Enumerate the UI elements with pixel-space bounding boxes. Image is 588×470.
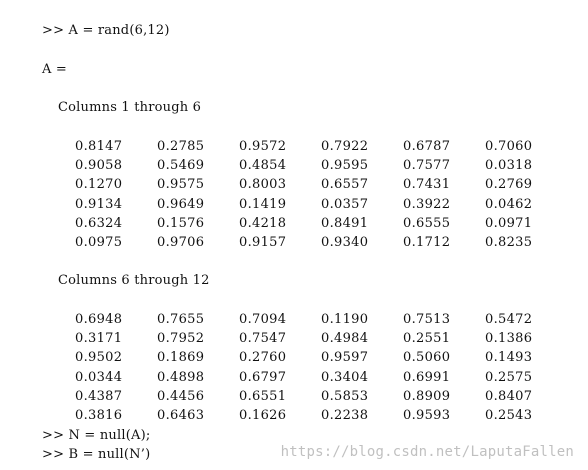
matrix-row: 0.3816 0.6463 0.1626 0.2238 0.9593 0.254…	[0, 408, 588, 427]
matrix-cell: 0.6991	[403, 369, 451, 385]
matrix-cell: 0.7513	[403, 312, 451, 327]
matrix-cell: 0.9157	[239, 235, 287, 250]
matrix-cell: 0.1626	[239, 408, 287, 423]
matrix-cell: 0.9597	[321, 350, 369, 366]
matrix-cell: 0.3404	[321, 369, 369, 385]
matrix-cell: 0.4984	[321, 331, 369, 347]
matrix-cell: 0.2760	[239, 350, 287, 366]
matrix-cell: 0.5469	[157, 158, 205, 174]
matrix-cell: 0.1419	[239, 196, 287, 212]
matrix-cell: 0.0971	[485, 215, 533, 231]
matrix-row: 0.9502 0.1869 0.2760 0.9597 0.5060 0.149…	[0, 350, 588, 369]
matrix-cell: 0.1493	[485, 350, 533, 366]
matrix-cell: 0.6948	[75, 312, 123, 327]
matrix-row: 0.6324 0.1576 0.4218 0.8491 0.6555 0.097…	[0, 216, 588, 235]
watermark-text: https://blog.csdn.net/LaputaFallen	[280, 444, 574, 460]
matrix-cell: 0.9340	[321, 235, 369, 250]
columns-heading-2: Columns 6 through 12	[58, 273, 210, 288]
matrix-cell: 0.1270	[75, 177, 123, 193]
matrix-cell: 0.6797	[239, 369, 287, 385]
matrix-cell: 0.9502	[75, 350, 123, 366]
matrix-cell: 0.3922	[403, 196, 451, 212]
command-line-null-n[interactable]: >> B = null(N’)	[42, 447, 151, 462]
matrix-row: 0.9058 0.5469 0.4854 0.9595 0.7577 0.031…	[0, 158, 588, 177]
matrix-cell: 0.7094	[239, 312, 287, 327]
matrix-cell: 0.8235	[485, 235, 533, 250]
matrix-row: 0.9134 0.9649 0.1419 0.0357 0.3922 0.046…	[0, 197, 588, 216]
matrix-cell: 0.6557	[321, 177, 369, 193]
matrix-row: 0.3171 0.7952 0.7547 0.4984 0.2551 0.138…	[0, 331, 588, 350]
matrix-cell: 0.4854	[239, 158, 287, 174]
matrix-cell: 0.9134	[75, 196, 123, 212]
matrix-cell: 0.4456	[157, 388, 205, 404]
matrix-cell: 0.0462	[485, 196, 533, 212]
matrix-row: 0.0975 0.9706 0.9157 0.9340 0.1712 0.823…	[0, 235, 588, 254]
matrix-cell: 0.2543	[485, 408, 533, 423]
matrix-row: 0.0344 0.4898 0.6797 0.3404 0.6991 0.257…	[0, 370, 588, 389]
matrix-cell: 0.1190	[321, 312, 369, 327]
matrix-cell: 0.1386	[485, 331, 533, 347]
matrix-cell: 0.8909	[403, 388, 451, 404]
matrix-cell: 0.3816	[75, 408, 123, 423]
matrix-cell: 0.2238	[321, 408, 369, 423]
matrix-cell: 0.5472	[485, 312, 533, 327]
matrix-cell: 0.0344	[75, 369, 123, 385]
matrix-cell: 0.8147	[75, 139, 123, 154]
matrix-cell: 0.2551	[403, 331, 451, 347]
matrix-cell: 0.6787	[403, 139, 451, 154]
matrix-cell: 0.7922	[321, 139, 369, 154]
matrix-cell: 0.7655	[157, 312, 205, 327]
matrix-cell: 0.7060	[485, 139, 533, 154]
matrix-cell: 0.9649	[157, 196, 205, 212]
matrix-cell: 0.5853	[321, 388, 369, 404]
columns-heading-1: Columns 1 through 6	[58, 100, 202, 115]
matrix-cell: 0.2785	[157, 139, 205, 154]
matrix-cell: 0.0318	[485, 158, 533, 174]
matrix-cell: 0.2575	[485, 369, 533, 385]
matrix-cell: 0.6551	[239, 388, 287, 404]
matrix-cell: 0.9595	[321, 158, 369, 174]
matrix-cell: 0.0975	[75, 235, 123, 250]
matrix-cell: 0.6555	[403, 215, 451, 231]
matrix-cell: 0.6324	[75, 215, 123, 231]
matrix-row: 0.6948 0.7655 0.7094 0.1190 0.7513 0.547…	[0, 312, 588, 331]
matrix-cell: 0.4218	[239, 215, 287, 231]
matrix-cell: 0.9058	[75, 158, 123, 174]
matrix-cell: 0.4387	[75, 388, 123, 404]
matrix-row: 0.1270 0.9575 0.8003 0.6557 0.7431 0.276…	[0, 177, 588, 196]
matrix-cell: 0.8491	[321, 215, 369, 231]
matrix-cell: 0.9593	[403, 408, 451, 423]
command-line-null-a[interactable]: >> N = null(A);	[42, 428, 151, 443]
matrix-row: 0.4387 0.4456 0.6551 0.5853 0.8909 0.840…	[0, 389, 588, 408]
matrix-cell: 0.6463	[157, 408, 205, 423]
matrix-cell: 0.9706	[157, 235, 205, 250]
matrix-cell: 0.5060	[403, 350, 451, 366]
matrix-cell: 0.1712	[403, 235, 451, 250]
matrix-cell: 0.1869	[157, 350, 205, 366]
matrix-cell: 0.2769	[485, 177, 533, 193]
matrix-cell: 0.7547	[239, 331, 287, 347]
matrix-cell: 0.4898	[157, 369, 205, 385]
output-variable-label: A =	[42, 62, 68, 77]
matrix-cell: 0.0357	[321, 196, 369, 212]
matrix-cell: 0.3171	[75, 331, 123, 347]
matrix-cell: 0.9572	[239, 139, 287, 154]
matrix-cell: 0.7577	[403, 158, 451, 174]
matrix-row: 0.8147 0.2785 0.9572 0.7922 0.6787 0.706…	[0, 139, 588, 158]
command-line-rand[interactable]: >> A = rand(6,12)	[42, 23, 170, 38]
matrix-cell: 0.1576	[157, 215, 205, 231]
matrix-cell: 0.7431	[403, 177, 451, 193]
matrix-cell: 0.9575	[157, 177, 205, 193]
matrix-cell: 0.8407	[485, 388, 533, 404]
matrix-cell: 0.8003	[239, 177, 287, 193]
matrix-cell: 0.7952	[157, 331, 205, 347]
